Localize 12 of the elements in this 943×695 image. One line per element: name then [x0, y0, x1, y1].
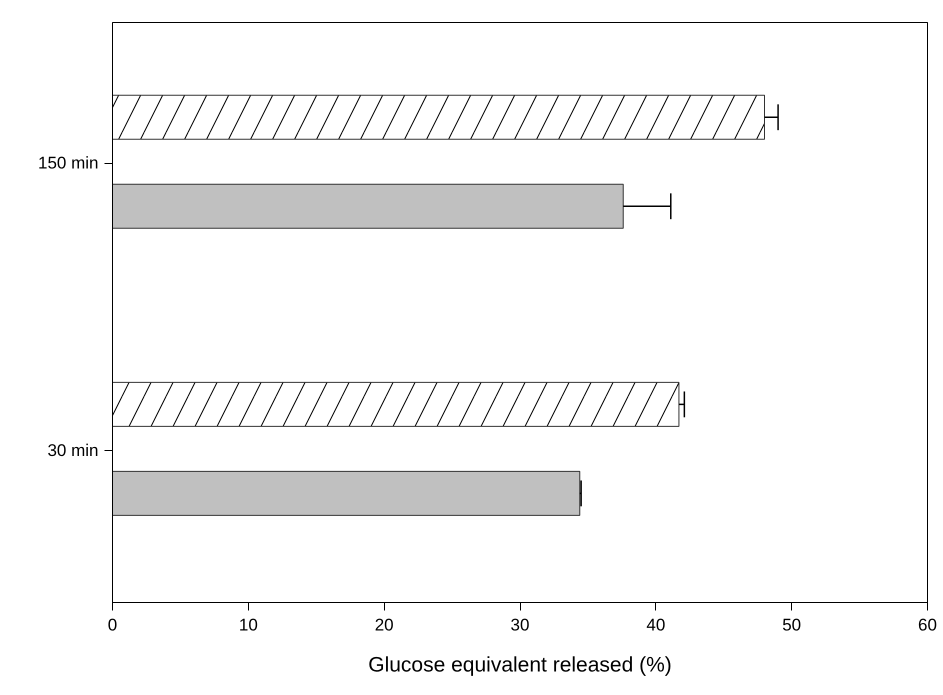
- x-tick-label: 20: [374, 616, 394, 634]
- bar: [112, 470, 580, 516]
- y-tick-label: 150 min: [38, 154, 99, 173]
- x-tick-label: 10: [238, 616, 258, 634]
- x-tick-label: 60: [918, 616, 937, 634]
- x-tick-label: 40: [646, 616, 666, 634]
- bar: [112, 184, 624, 229]
- x-tick-label: 50: [782, 616, 802, 634]
- y-tick-label: 30 min: [47, 440, 99, 460]
- x-tick-label: 0: [108, 616, 118, 634]
- x-axis-title: Glucose equivalent released (%): [368, 654, 672, 676]
- x-tick-label: 30: [510, 616, 530, 634]
